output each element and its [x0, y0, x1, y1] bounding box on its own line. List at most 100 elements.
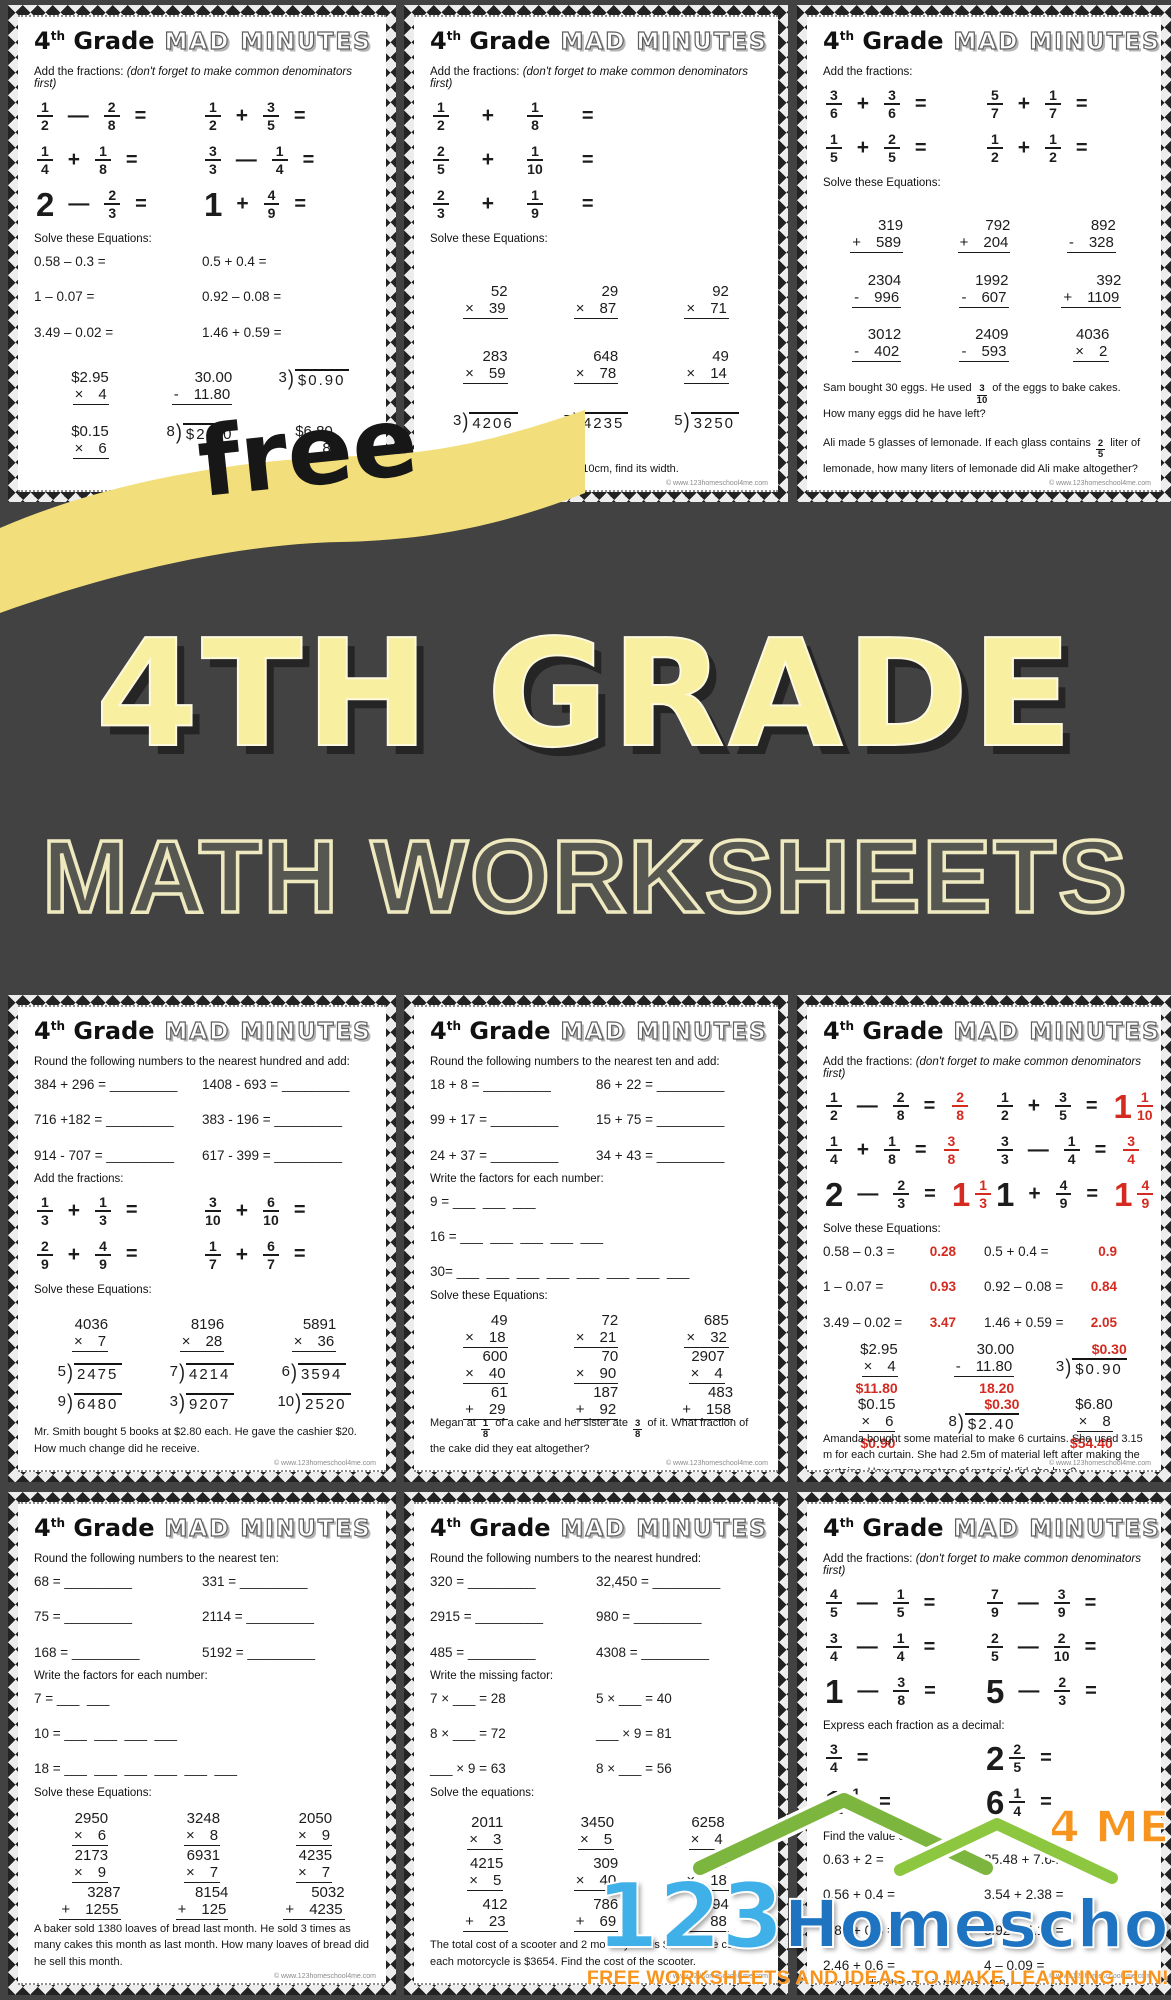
bottom-operand: × 59	[463, 365, 508, 384]
denominator: 8	[897, 1692, 906, 1708]
numerator: 1	[892, 1586, 909, 1604]
numerator: 2	[1053, 1630, 1070, 1648]
division-bracket: )	[287, 365, 294, 390]
equation-text: 8.92 + 4.16 =	[984, 1922, 1064, 1938]
operand-value: 589	[876, 234, 902, 252]
vertical-problem: 1992-607	[959, 271, 1009, 308]
equation: 99 + 17 = _________	[430, 1110, 596, 1130]
dividend: $2.40	[964, 1412, 1020, 1433]
vertical-problem: 2950 × 6	[71, 1810, 109, 1846]
top-operand: 4215	[470, 1854, 504, 1872]
fraction-grid: 1 2—2 8 = 2 8 1 2 +3 5 = 1 1 10 1 4 +1 8 = 3 8 3 3—1 4 = 3 4 2—2 3 = 1…	[823, 1084, 1154, 1216]
operator: +	[575, 1400, 585, 1418]
divisor: 10	[277, 1393, 295, 1411]
operator: ×	[469, 1830, 479, 1848]
answer: $0.30	[984, 1395, 1020, 1412]
fraction-problem: 2—2 3 = 1 1 3	[823, 1172, 994, 1216]
numerator: 3	[977, 383, 987, 396]
denominator: 3	[437, 205, 445, 221]
instruction-text: Round the following numbers to the neare…	[430, 1553, 702, 1565]
whole-number: 5	[986, 1672, 1005, 1710]
vertical-problem: 2173 × 9	[71, 1847, 109, 1883]
division-problem: 5) 3250	[674, 410, 740, 432]
top-operand: 52	[490, 283, 508, 301]
operand-value: 4	[887, 1357, 896, 1375]
vertical-problem: 5891 × 36	[291, 1316, 337, 1353]
equation-text: 24 + 37 = _________	[430, 1147, 559, 1163]
top-operand: 392	[1096, 271, 1122, 289]
denominator: 9	[99, 1255, 107, 1272]
numerator: 3	[997, 1133, 1013, 1151]
operand-value: 18	[710, 1871, 727, 1889]
worksheet-footer: © www.123homeschool4me.com	[273, 1460, 376, 1467]
top-operand: 2907	[691, 1347, 725, 1365]
instruction-note: (don't forget to make common denominator…	[430, 66, 748, 90]
operator: +	[235, 1242, 249, 1266]
grade-ordinal: th	[839, 29, 854, 43]
operand-value: 7	[321, 1863, 331, 1881]
operand-value: 4	[98, 385, 107, 403]
operator: ×	[185, 1826, 195, 1844]
division-problem: 3) 4206	[453, 410, 518, 432]
operand-value: 14	[710, 364, 727, 382]
divisor: 7	[169, 1362, 178, 1380]
equation-text: 0.56 + 0.4 =	[823, 1887, 896, 1903]
numerator: 4	[1137, 1177, 1154, 1195]
vertical-problem: 685 × 32	[684, 1312, 729, 1348]
division-problem: 5) 2475	[58, 1361, 123, 1383]
denominator: 4	[830, 1759, 838, 1775]
worksheet-title: MAD MINUTES	[953, 1018, 1161, 1045]
denominator: 4	[1013, 1803, 1022, 1819]
vertical-problem: 2907 × 4	[688, 1347, 725, 1384]
vertical-problem: 3287 +1255	[59, 1884, 121, 1920]
equation: 320 = _________	[430, 1572, 596, 1592]
denominator: 5	[1097, 449, 1104, 461]
numerator: 4	[1055, 1177, 1072, 1195]
fraction-problem: 2 5 +1 10 =	[430, 138, 762, 182]
operand-value: 607	[981, 288, 1007, 306]
equation-text: 5 × ___ = 40	[596, 1690, 672, 1706]
bottom-operand: × 4	[72, 385, 109, 405]
denominator: 5	[1013, 1759, 1022, 1775]
equation: 0.92 – 0.08 =	[202, 287, 370, 307]
top-operand: $6.80	[1075, 1395, 1113, 1413]
equals-sign: =	[1085, 1679, 1097, 1702]
operator: —	[1027, 1138, 1049, 1161]
worksheet-title: MAD MINUTES	[164, 1515, 372, 1542]
division-row: 7) 4214	[169, 1361, 235, 1383]
vertical-problem: 70 × 90	[573, 1348, 619, 1384]
equation-text: 168 = _________	[34, 1644, 140, 1660]
worksheet-header: 4th Grade MAD MINUTES	[34, 27, 370, 56]
vertical-problem: 6258 × 4	[688, 1814, 725, 1850]
grade-ordinal: th	[446, 29, 461, 43]
fraction-problem: 1 4 +1 8 = 3 8	[823, 1128, 994, 1172]
top-operand: 5032	[311, 1883, 345, 1901]
equation-text: 980 = _________	[596, 1609, 702, 1625]
answer: 0.93	[929, 1279, 956, 1295]
division-row: 5) 2475	[58, 1361, 123, 1383]
top-operand: 1992	[975, 271, 1009, 289]
vertical-problem-grid: $2.95 × 4 $11.80 30.00-11.80 18.20 $0.30 3) $0.9…	[823, 1341, 1145, 1451]
equation: 4 – 0.09 =	[984, 1956, 1145, 1976]
numerator: 3	[1053, 1586, 1070, 1604]
worksheet-header: 4th Grade MAD MINUTES	[34, 1514, 372, 1543]
fraction-problem: 3 4 =	[823, 1736, 984, 1780]
vertical-problem: 4235 × 7	[295, 1847, 333, 1883]
worksheet-panel-mid-left: 4th Grade MAD MINUTES Round the following …	[8, 995, 396, 1482]
denominator: 9	[1059, 1195, 1068, 1211]
operator: +	[682, 1400, 692, 1418]
equals-sign: =	[1085, 1094, 1098, 1117]
equals-sign: =	[125, 1199, 138, 1222]
operator: +	[481, 104, 495, 127]
fraction-grid: 1 2—2 8 = 1 2 +3 5 = 1 4 +1 8 = 3 3—1 4 = 2—2 3 = 1 +4 9 =	[34, 94, 370, 226]
operator: +	[481, 148, 495, 171]
operator: +	[856, 1138, 870, 1161]
numerator: 1	[95, 1194, 111, 1212]
operator: +	[1017, 92, 1031, 115]
division-row: 9) 6480	[58, 1391, 123, 1414]
